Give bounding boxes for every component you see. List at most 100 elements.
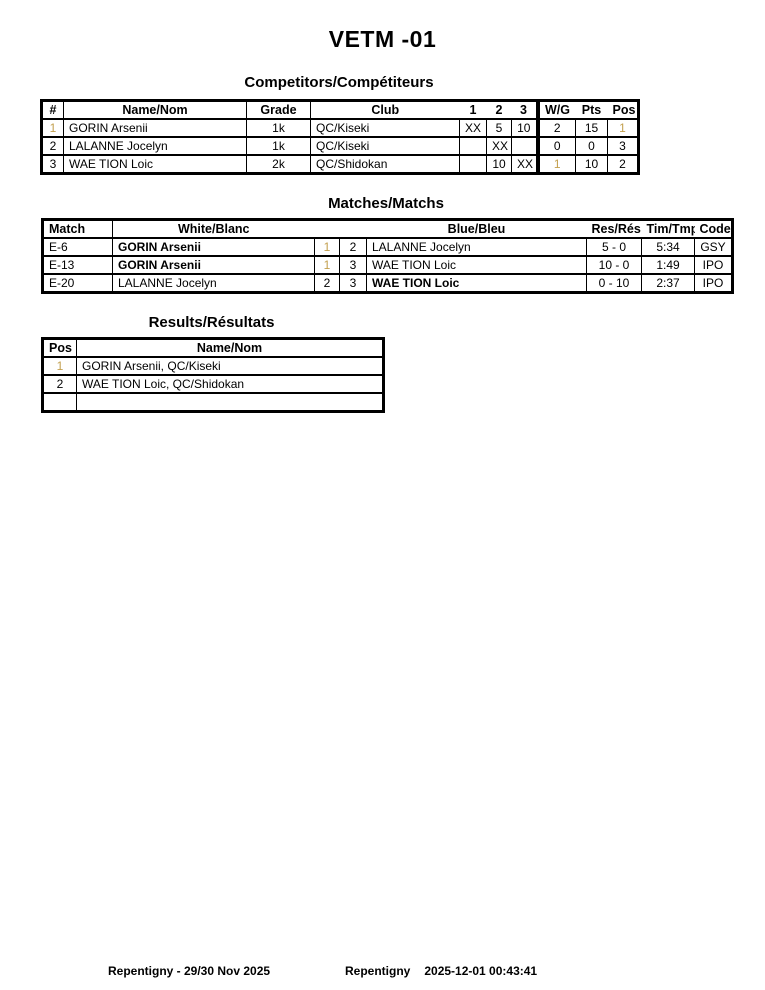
col-name: Name/Nom bbox=[76, 337, 384, 358]
competitor-number: 1 bbox=[41, 118, 64, 138]
match-id: E-20 bbox=[42, 273, 113, 294]
col-wins: W/G bbox=[535, 99, 576, 120]
col-white: White/Blanc bbox=[112, 218, 315, 239]
match-code: IPO bbox=[694, 273, 733, 294]
competitor-wins: 0 bbox=[535, 136, 576, 156]
competitor-name: GORIN Arsenii bbox=[63, 118, 247, 138]
competitor-position: 1 bbox=[607, 118, 639, 138]
col-code: Code bbox=[694, 218, 733, 239]
score-vs-3 bbox=[511, 136, 538, 156]
col-points: Pts bbox=[575, 99, 608, 120]
matches-table: Match White/Blanc Blue/Bleu Res/Rés Tim/… bbox=[41, 218, 734, 294]
footer-print-timestamp: Repentigny 2025-12-01 00:43:41 bbox=[345, 964, 537, 978]
col-blue-num bbox=[339, 218, 367, 239]
match-code: IPO bbox=[694, 255, 733, 275]
result-position: 2 bbox=[42, 374, 77, 394]
blue-player-number: 3 bbox=[339, 273, 367, 294]
blue-player: WAE TION Loic bbox=[366, 255, 587, 275]
match-row: E-20 LALANNE Jocelyn 2 3 WAE TION Loic 0… bbox=[42, 273, 733, 294]
competitor-club: QC/Kiseki bbox=[310, 136, 460, 156]
match-id: E-6 bbox=[42, 237, 113, 257]
white-player: GORIN Arsenii bbox=[112, 237, 315, 257]
col-blue: Blue/Bleu bbox=[366, 218, 587, 239]
competitor-grade: 1k bbox=[246, 136, 311, 156]
results-header-row: Pos Name/Nom bbox=[42, 337, 384, 358]
result-position: 1 bbox=[42, 356, 77, 376]
col-opp3: 3 bbox=[511, 99, 538, 120]
score-vs-1 bbox=[459, 154, 487, 175]
score-vs-3: 10 bbox=[511, 118, 538, 138]
competitor-wins: 2 bbox=[535, 118, 576, 138]
competitor-club: QC/Kiseki bbox=[310, 118, 460, 138]
results-heading: Results/Résultats bbox=[148, 314, 275, 331]
white-player: GORIN Arsenii bbox=[112, 255, 315, 275]
match-time: 1:49 bbox=[641, 255, 695, 275]
blue-player-number: 2 bbox=[339, 237, 367, 257]
score-vs-2: 10 bbox=[486, 154, 512, 175]
result-name bbox=[76, 392, 384, 413]
results-table: Pos Name/Nom 1 GORIN Arsenii, QC/Kiseki … bbox=[41, 337, 385, 413]
white-player-number: 2 bbox=[314, 273, 340, 294]
white-player: LALANNE Jocelyn bbox=[112, 273, 315, 294]
competitor-points: 15 bbox=[575, 118, 608, 138]
col-match: Match bbox=[42, 218, 113, 239]
blue-player: WAE TION Loic bbox=[366, 273, 587, 294]
score-vs-1 bbox=[459, 136, 487, 156]
match-row: E-13 GORIN Arsenii 1 3 WAE TION Loic 10 … bbox=[42, 255, 733, 275]
col-position: Pos bbox=[607, 99, 639, 120]
result-position bbox=[42, 392, 77, 413]
competitor-number: 2 bbox=[41, 136, 64, 156]
white-player-number: 1 bbox=[314, 237, 340, 257]
footer-event-date: Repentigny - 29/30 Nov 2025 bbox=[108, 964, 271, 978]
match-result: 0 - 10 bbox=[586, 273, 642, 294]
competitor-grade: 2k bbox=[246, 154, 311, 175]
competitor-name: LALANNE Jocelyn bbox=[63, 136, 247, 156]
col-name: Name/Nom bbox=[63, 99, 247, 120]
score-vs-2: XX bbox=[486, 136, 512, 156]
competitors-table: # Name/Nom Grade Club 1 2 3 W/G Pts Pos … bbox=[40, 99, 640, 175]
competitors-heading: Competitors/Compétiteurs bbox=[244, 74, 434, 91]
match-id: E-13 bbox=[42, 255, 113, 275]
competitor-name: WAE TION Loic bbox=[63, 154, 247, 175]
competitor-position: 3 bbox=[607, 136, 639, 156]
white-player-number: 1 bbox=[314, 255, 340, 275]
score-vs-3: XX bbox=[511, 154, 538, 175]
competitors-header-row: # Name/Nom Grade Club 1 2 3 W/G Pts Pos bbox=[41, 99, 639, 120]
result-name: GORIN Arsenii, QC/Kiseki bbox=[76, 356, 384, 376]
match-code: GSY bbox=[694, 237, 733, 257]
blue-player-number: 3 bbox=[339, 255, 367, 275]
competitor-position: 2 bbox=[607, 154, 639, 175]
col-number: # bbox=[41, 99, 64, 120]
footer-place: Repentigny bbox=[345, 964, 411, 978]
col-result: Res/Rés bbox=[586, 218, 642, 239]
match-row: E-6 GORIN Arsenii 1 2 LALANNE Jocelyn 5 … bbox=[42, 237, 733, 257]
competitor-row: 1 GORIN Arsenii 1k QC/Kiseki XX 5 10 2 1… bbox=[41, 118, 639, 138]
match-time: 5:34 bbox=[641, 237, 695, 257]
result-row: 1 GORIN Arsenii, QC/Kiseki bbox=[42, 356, 384, 376]
score-vs-2: 5 bbox=[486, 118, 512, 138]
col-opp1: 1 bbox=[459, 99, 487, 120]
col-position: Pos bbox=[42, 337, 77, 358]
competitor-club: QC/Shidokan bbox=[310, 154, 460, 175]
result-row: 2 WAE TION Loic, QC/Shidokan bbox=[42, 374, 384, 394]
result-name: WAE TION Loic, QC/Shidokan bbox=[76, 374, 384, 394]
page-title: VETM -01 bbox=[328, 26, 437, 52]
matches-heading: Matches/Matchs bbox=[328, 195, 444, 212]
col-time: Tim/Tmp bbox=[641, 218, 695, 239]
match-result: 5 - 0 bbox=[586, 237, 642, 257]
footer-datetime: 2025-12-01 00:43:41 bbox=[424, 964, 538, 978]
col-club: Club bbox=[310, 99, 460, 120]
competitor-row: 3 WAE TION Loic 2k QC/Shidokan 10 XX 1 1… bbox=[41, 154, 639, 175]
match-result: 10 - 0 bbox=[586, 255, 642, 275]
col-grade: Grade bbox=[246, 99, 311, 120]
col-white-num bbox=[314, 218, 340, 239]
match-time: 2:37 bbox=[641, 273, 695, 294]
competitor-points: 0 bbox=[575, 136, 608, 156]
competitor-grade: 1k bbox=[246, 118, 311, 138]
competitor-number: 3 bbox=[41, 154, 64, 175]
competitor-points: 10 bbox=[575, 154, 608, 175]
col-opp2: 2 bbox=[486, 99, 512, 120]
score-vs-1: XX bbox=[459, 118, 487, 138]
result-row bbox=[42, 392, 384, 413]
